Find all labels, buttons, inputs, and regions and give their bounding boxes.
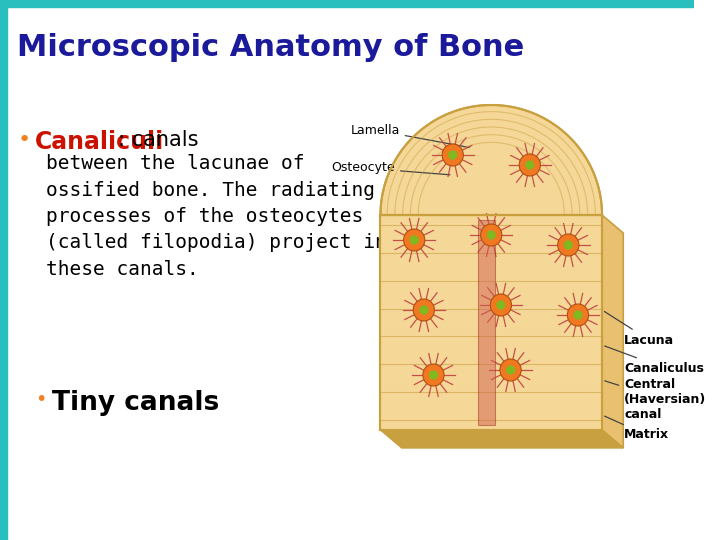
Circle shape xyxy=(497,301,505,309)
Bar xyxy=(380,215,602,430)
Circle shape xyxy=(574,311,582,319)
Text: between the lacunae of
ossified bone. The radiating
processes of the osteocytes
: between the lacunae of ossified bone. Th… xyxy=(46,154,410,279)
Circle shape xyxy=(423,364,444,386)
Circle shape xyxy=(430,371,437,379)
Text: •: • xyxy=(35,390,46,409)
Text: Osteocyte: Osteocyte xyxy=(331,161,450,175)
Polygon shape xyxy=(380,430,624,448)
Circle shape xyxy=(558,234,579,256)
Text: Matrix: Matrix xyxy=(605,416,670,442)
Text: Canaliculus: Canaliculus xyxy=(605,346,704,375)
Bar xyxy=(0,0,693,7)
Circle shape xyxy=(490,294,511,316)
Circle shape xyxy=(500,359,521,381)
Circle shape xyxy=(404,229,425,251)
Circle shape xyxy=(413,299,434,321)
Circle shape xyxy=(507,366,514,374)
Circle shape xyxy=(410,236,418,244)
Text: Microscopic Anatomy of Bone: Microscopic Anatomy of Bone xyxy=(17,33,525,63)
Circle shape xyxy=(519,154,541,176)
Circle shape xyxy=(567,304,588,326)
Circle shape xyxy=(420,306,428,314)
Bar xyxy=(0,0,6,540)
Text: Tiny canals: Tiny canals xyxy=(52,390,220,416)
Bar xyxy=(380,215,602,430)
Circle shape xyxy=(526,161,534,169)
Circle shape xyxy=(564,241,572,249)
Circle shape xyxy=(442,144,464,166)
Text: Lacuna: Lacuna xyxy=(604,312,675,347)
Text: Canaliculi: Canaliculi xyxy=(35,130,164,154)
Circle shape xyxy=(449,151,456,159)
Circle shape xyxy=(487,231,495,239)
Text: : canals: : canals xyxy=(119,130,199,150)
Text: •: • xyxy=(17,130,30,150)
Polygon shape xyxy=(380,105,602,215)
Text: Central
(Haversian)
canal: Central (Haversian) canal xyxy=(605,379,706,422)
Text: Lamella: Lamella xyxy=(351,124,469,147)
Polygon shape xyxy=(602,215,624,448)
Circle shape xyxy=(481,224,502,246)
Bar xyxy=(478,220,495,425)
